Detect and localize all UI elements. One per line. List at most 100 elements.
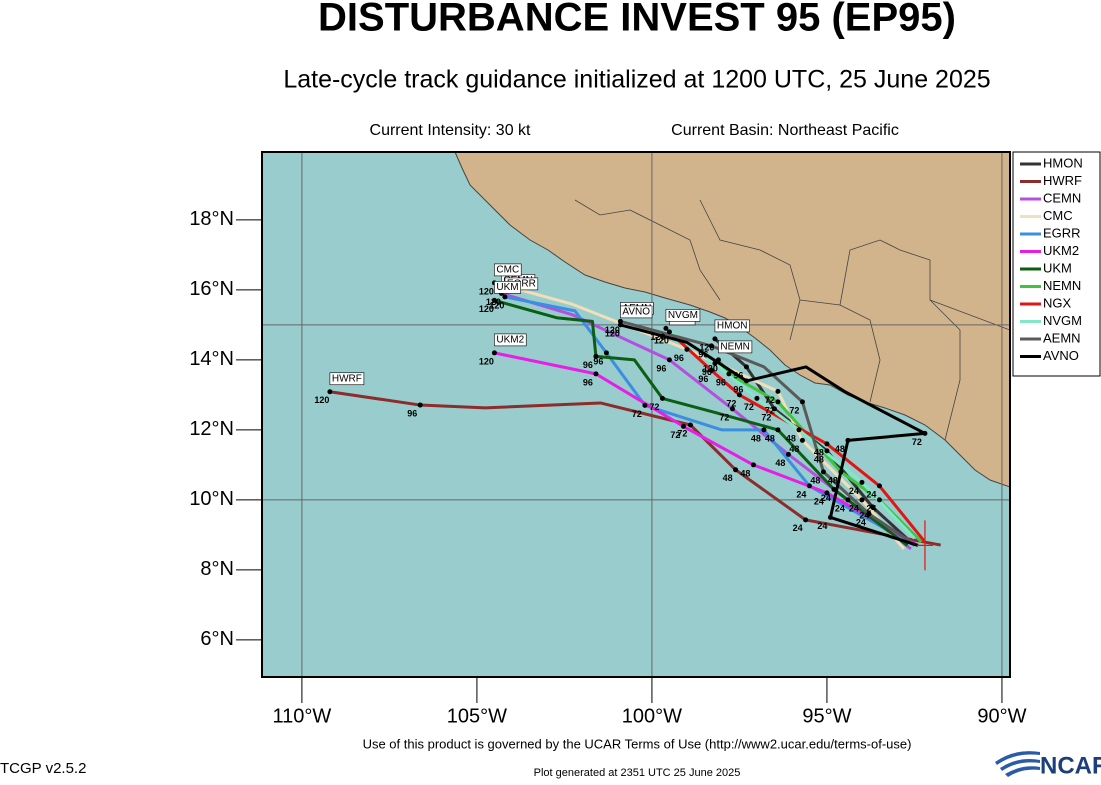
track-point: [712, 336, 718, 342]
hour-label: 24: [817, 521, 827, 531]
footer: Use of this product is governed by the U…: [363, 736, 912, 751]
tag-label: CMC: [496, 265, 519, 276]
track-point: [743, 378, 749, 384]
track-tag: NVGM: [665, 309, 701, 322]
track-tag: HWRF: [329, 372, 365, 386]
hour-label: 96: [702, 367, 712, 377]
track-line: [620, 323, 927, 547]
hour-label: 48: [786, 433, 796, 443]
track-point: [785, 451, 791, 457]
hour-label: 48: [810, 475, 820, 485]
track-point: [666, 357, 672, 363]
track-tag: UKM2: [494, 333, 527, 347]
tag-box: [718, 340, 753, 354]
tag-box: [494, 281, 521, 294]
tag-box: [494, 333, 527, 347]
track-point: [754, 395, 760, 401]
track-point: [642, 402, 648, 408]
legend-label: CEMN: [1043, 190, 1081, 205]
track-point: [708, 367, 714, 373]
hour-label: 96: [583, 360, 593, 370]
hour-label: 120: [479, 356, 494, 366]
y-tick-label: 18°N: [189, 208, 234, 230]
hour-label: 48: [835, 444, 845, 454]
tracks: 24487296120HMON24487296120HWRF2448729612…: [314, 263, 941, 571]
track-point: [859, 497, 865, 503]
hour-label: 48: [775, 458, 785, 468]
track-line: [329, 390, 941, 547]
hour-label: 24: [835, 503, 845, 513]
hour-label: 72: [789, 405, 799, 415]
hour-label: 72: [670, 430, 680, 440]
basin: Current Basin: Northeast Pacific: [671, 122, 899, 139]
track-point: [838, 469, 844, 475]
track-point: [799, 399, 805, 405]
hour-label: 72: [912, 437, 922, 447]
hour-label: 48: [828, 475, 838, 485]
track-point: [491, 350, 497, 356]
hour-label: 24: [796, 489, 806, 499]
tag-label: UKM: [496, 282, 518, 293]
hour-label: 96: [656, 363, 666, 373]
hour-label: 96: [698, 349, 708, 359]
legend-label: UKM2: [1043, 243, 1079, 258]
hour-label: 24: [856, 517, 866, 527]
y-tick-label: 6°N: [200, 628, 234, 650]
legend-label: EGRR: [1043, 225, 1081, 240]
track-point: [824, 490, 830, 496]
legend-label: HMON: [1043, 155, 1083, 170]
track-line: [494, 351, 919, 547]
current-position: [916, 520, 933, 571]
hour-label: 96: [674, 353, 684, 363]
legend-label: HWRF: [1043, 173, 1082, 188]
hour-label: 72: [649, 402, 659, 412]
subtitle: Late-cycle track guidance initialized at…: [283, 66, 990, 94]
hour-label: 96: [407, 408, 417, 418]
track-point: [869, 504, 875, 510]
intensity: Current Intensity: 30 kt: [370, 122, 532, 139]
hour-label: 96: [733, 384, 743, 394]
legend: HMON HWRF CEMN CMC EGRR UKM2 UKM NEMN NGX NVGM AEM…: [1020, 155, 1083, 363]
track-point: [831, 486, 837, 492]
x-tick-label: 95°W: [802, 705, 851, 727]
track-point: [733, 467, 739, 473]
logo: NCAR: [1040, 752, 1101, 779]
track-point: [866, 511, 872, 517]
track-point: [666, 329, 672, 335]
track-point: [617, 318, 623, 324]
hour-label: 48: [814, 447, 824, 457]
x-tick-label: 110°W: [273, 705, 332, 727]
track-point: [799, 437, 805, 443]
hour-label: 24: [793, 523, 803, 533]
track-point: [922, 430, 928, 436]
hour-label: 96: [716, 377, 726, 387]
borders: [574, 199, 1010, 441]
hour-label: 96: [583, 377, 593, 387]
hour-label: 120: [605, 328, 620, 338]
hour-label: 72: [761, 412, 771, 422]
x-tick-label: 90°W: [977, 705, 1026, 727]
tag-label: HWRF: [332, 373, 362, 384]
track-point: [775, 388, 781, 394]
track-point: [750, 462, 756, 468]
track-point: [417, 402, 423, 408]
track-point: [859, 479, 865, 485]
track-point: [726, 371, 732, 377]
hour-label: 72: [744, 402, 754, 412]
hour-label: 120: [699, 342, 714, 352]
track-point: [876, 497, 882, 503]
hour-label: 72: [677, 428, 687, 438]
hour-label: 48: [765, 433, 775, 443]
track-point: [687, 422, 693, 428]
track-point: [743, 364, 749, 370]
track-point: [708, 343, 714, 349]
track-line: [504, 295, 916, 547]
track-point: [327, 389, 333, 395]
track-point: [827, 514, 833, 520]
track-tag: CMC: [494, 263, 522, 277]
track-point: [845, 437, 851, 443]
track-line: [494, 298, 909, 547]
track-point: [617, 322, 623, 328]
version: TCGP v2.5.2: [0, 760, 86, 777]
